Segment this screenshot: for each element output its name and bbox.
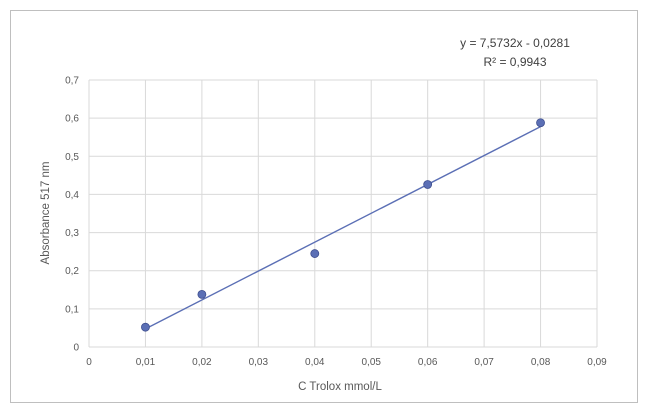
x-tick-label: 0,09 xyxy=(587,357,607,368)
y-tick-label: 0,1 xyxy=(65,304,79,315)
x-tick-label: 0,04 xyxy=(305,357,325,368)
data-point xyxy=(141,322,150,332)
x-tick-labels: 0 0,01 0,02 0,03 0,04 0,05 0,06 0,07 0,08 0,09 xyxy=(86,357,607,368)
x-tick-label: 0 xyxy=(86,357,92,368)
y-tick-label: 0,5 xyxy=(65,152,79,163)
y-tick-label: 0 xyxy=(73,343,79,354)
data-point xyxy=(536,118,545,128)
x-tick-label: 0,02 xyxy=(192,357,212,368)
x-tick-label: 0,06 xyxy=(418,357,438,368)
y-tick-label: 0,7 xyxy=(65,76,79,87)
y-axis-title: Absorbance 517 nm xyxy=(40,162,52,265)
y-tick-label: 0,4 xyxy=(65,190,79,201)
trendline xyxy=(145,126,541,330)
data-point xyxy=(197,289,207,299)
x-axis-title: C Trolox mmol/L xyxy=(298,381,382,393)
y-tick-labels: 0 0,1 0,2 0,3 0,4 0,5 0,6 0,7 xyxy=(65,76,79,354)
y-tick-label: 0,6 xyxy=(65,114,79,125)
x-tick-label: 0,08 xyxy=(531,357,551,368)
data-point xyxy=(310,249,320,258)
r-squared-label: R² = 0,9943 xyxy=(483,55,546,69)
x-tick-label: 0,03 xyxy=(249,357,269,368)
x-tick-label: 0,07 xyxy=(474,357,494,368)
x-tick-label: 0,01 xyxy=(136,357,156,368)
trendline-equation: y = 7,5732x - 0,0281 xyxy=(460,36,570,50)
grid xyxy=(88,79,598,348)
y-tick-label: 0,3 xyxy=(65,228,79,239)
x-tick-label: 0,05 xyxy=(361,357,381,368)
data-points xyxy=(141,118,545,332)
chart-frame xyxy=(10,10,638,403)
data-point xyxy=(423,180,433,189)
y-tick-label: 0,2 xyxy=(65,266,79,277)
trendline-layer xyxy=(145,126,541,330)
